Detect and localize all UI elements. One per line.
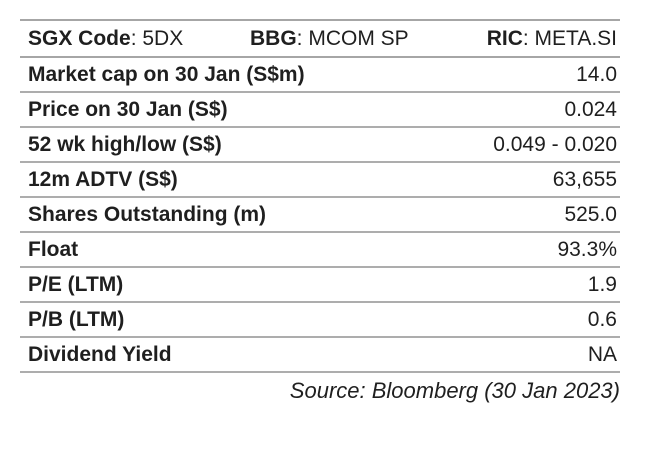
row-label: Market cap on 30 Jan (S$m) [28, 62, 305, 86]
table-row-market-cap: Market cap on 30 Jan (S$m) 14.0 [20, 58, 620, 93]
bbg-code-cell: BBG: MCOM SP [250, 27, 487, 51]
bbg-code-label: BBG [250, 26, 297, 50]
row-value: 525.0 [564, 202, 617, 226]
ticker-header-row: SGX Code: 5DX BBG: MCOM SP RIC: META.SI [20, 21, 620, 58]
row-value: 1.9 [587, 272, 617, 296]
ric-code-label: RIC [486, 26, 523, 50]
sgx-code-value: : 5DX [130, 26, 184, 50]
table-row-float: Float 93.3% [20, 233, 620, 268]
row-label: 12m ADTV (S$) [28, 167, 178, 191]
row-label: Price on 30 Jan (S$) [28, 97, 228, 121]
row-label: Dividend Yield [28, 342, 172, 366]
table-row-pe-ltm: P/E (LTM) 1.9 [20, 268, 620, 303]
stock-summary-table: SGX Code: 5DX BBG: MCOM SP RIC: META.SI … [20, 19, 620, 404]
row-label: 52 wk high/low (S$) [28, 132, 222, 156]
source-note: Source: Bloomberg (30 Jan 2023) [289, 378, 620, 403]
table-row-52wk-high-low: 52 wk high/low (S$) 0.049 - 0.020 [20, 128, 620, 163]
ric-code-value: : META.SI [522, 26, 617, 50]
row-value: 14.0 [576, 62, 617, 86]
table-row-dividend-yield: Dividend Yield NA [20, 338, 620, 373]
ric-code-cell: RIC: META.SI [487, 27, 617, 51]
sgx-code-cell: SGX Code: 5DX [28, 27, 250, 51]
row-label: P/E (LTM) [28, 272, 124, 296]
table-row-shares-outstanding: Shares Outstanding (m) 525.0 [20, 198, 620, 233]
row-label: P/B (LTM) [28, 307, 125, 331]
table-row-price: Price on 30 Jan (S$) 0.024 [20, 93, 620, 128]
row-label: Float [28, 237, 79, 261]
row-value: NA [587, 342, 617, 366]
table-row-pb-ltm: P/B (LTM) 0.6 [20, 303, 620, 338]
bbg-code-value: : MCOM SP [296, 26, 409, 50]
sgx-code-label: SGX Code [28, 26, 131, 50]
row-value: 63,655 [552, 167, 617, 191]
row-label: Shares Outstanding (m) [28, 202, 267, 226]
row-value: 0.049 - 0.020 [493, 132, 617, 156]
row-value: 0.024 [564, 97, 617, 121]
table-row-adtv: 12m ADTV (S$) 63,655 [20, 163, 620, 198]
row-value: 0.6 [587, 307, 617, 331]
row-value: 93.3% [557, 237, 617, 261]
